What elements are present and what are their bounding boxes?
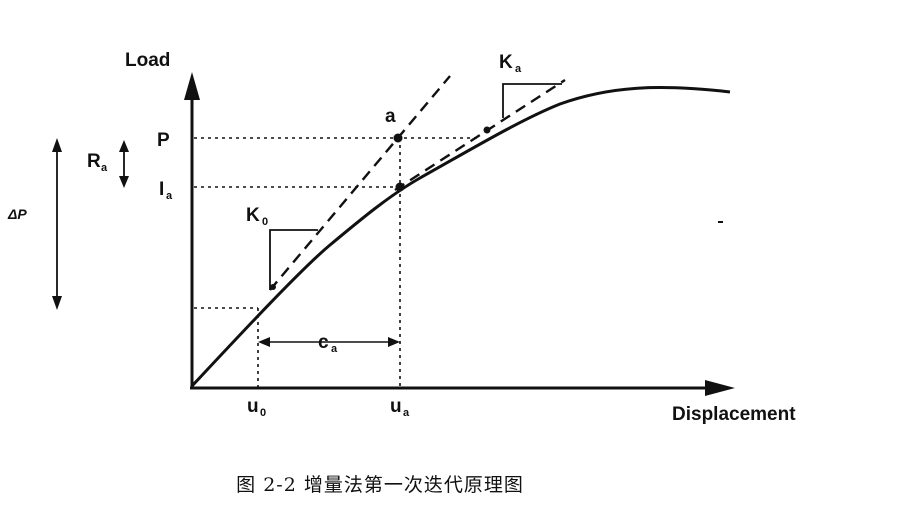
ra-arrow-down <box>119 176 129 188</box>
point-k0-start <box>270 284 276 290</box>
delta-p-arrow-down <box>52 296 62 310</box>
point-a <box>393 133 403 143</box>
ca-arrow-left <box>258 337 270 347</box>
p-label: P <box>157 130 170 151</box>
u0-label-sub: 0 <box>260 407 266 419</box>
tangent-ka-line <box>394 78 566 192</box>
i-label-sub: a <box>166 190 173 202</box>
i-label: I <box>159 179 164 200</box>
ua-label-sub: a <box>403 407 410 419</box>
ua-label: u <box>390 396 402 417</box>
load-displacement-curve <box>190 86 731 388</box>
x-axis-arrow <box>705 380 735 396</box>
delta-p-label: ΔP <box>7 206 27 222</box>
slope-triangle-ka <box>502 83 562 118</box>
ra-label: R <box>87 151 101 172</box>
k0-label: K <box>246 205 260 226</box>
ka-label-sub: a <box>515 63 522 75</box>
tangent-k0-line <box>269 75 451 291</box>
figure-caption: 图 2-2 增量法第一次迭代原理图 <box>236 474 524 496</box>
point-ka-start <box>483 126 491 134</box>
ca-arrow-right <box>388 337 400 347</box>
delta-p-arrow-up <box>52 138 62 152</box>
ra-arrow-up <box>119 140 129 152</box>
x-axis-label: Displacement <box>672 404 796 425</box>
point-a-label: a <box>385 106 396 127</box>
k0-label-sub: 0 <box>262 216 268 228</box>
ra-label-sub: a <box>101 162 108 174</box>
ka-label: K <box>499 52 513 73</box>
u0-label: u <box>247 396 259 417</box>
y-axis-label: Load <box>125 50 170 71</box>
slope-triangle-k0 <box>269 229 318 290</box>
point-ia <box>395 182 405 192</box>
ca-label: c <box>318 332 329 353</box>
y-axis-arrow <box>184 72 200 100</box>
ca-label-sub: a <box>331 343 338 355</box>
